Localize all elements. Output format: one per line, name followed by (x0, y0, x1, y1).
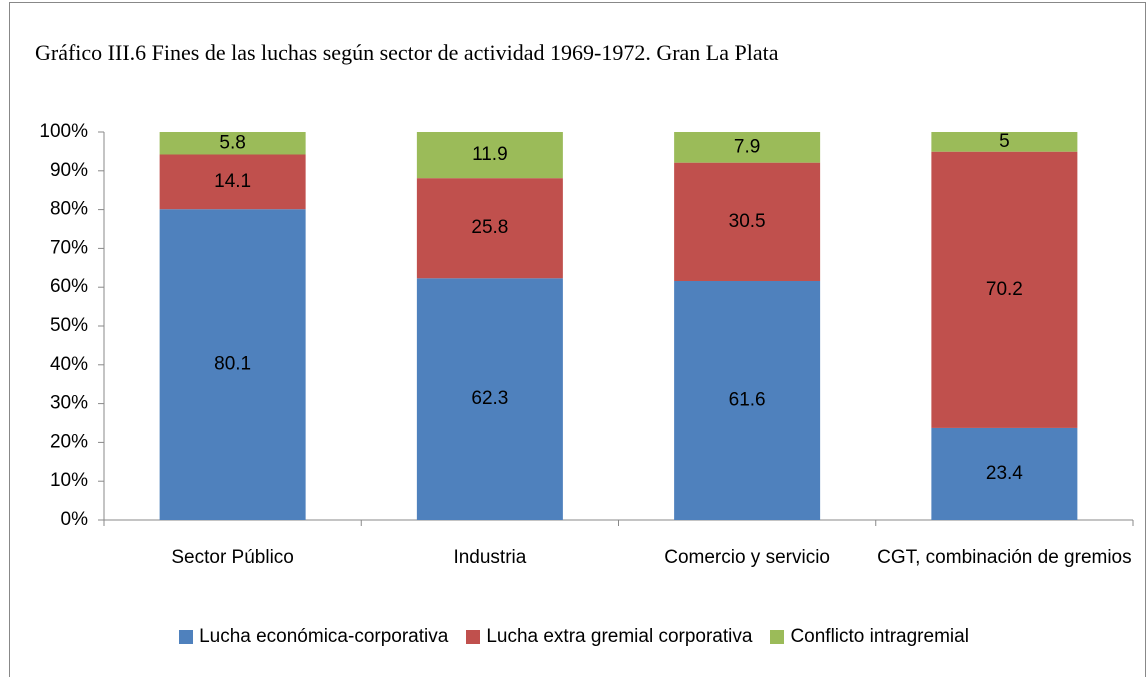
legend-label: Lucha económica-corporativa (199, 626, 449, 647)
data-label: 7.9 (734, 136, 760, 157)
chart-title: Gráfico III.6 Fines de las luchas según … (35, 40, 779, 65)
bar-segment (159, 132, 306, 155)
bar-segment (159, 154, 306, 210)
y-tick-label: 60% (50, 276, 88, 297)
chart-frame (9, 2, 1146, 677)
bar-segment (931, 132, 1078, 152)
x-tick-label: Sector Público (171, 547, 294, 568)
bar-segment (159, 209, 306, 520)
bar-segment (931, 151, 1078, 428)
data-label: 30.5 (729, 211, 766, 232)
legend-item: Lucha económica-corporativa (179, 626, 448, 648)
data-label: 11.9 (472, 144, 508, 165)
bar-segment (416, 132, 563, 179)
y-tick-label: 40% (50, 354, 88, 375)
y-tick-label: 70% (50, 237, 88, 258)
bar-segment (931, 427, 1078, 520)
x-tick-label: Industria (453, 547, 527, 568)
legend-label: Conflicto intragremial (790, 626, 969, 647)
bar-segment (674, 162, 821, 281)
y-tick-label: 50% (50, 315, 88, 336)
y-tick-label: 20% (50, 431, 88, 452)
x-tick-label: CGT, combinación de gremios (877, 547, 1132, 568)
legend-item: Lucha extra gremial corporativa (466, 626, 752, 648)
legend-swatch (179, 630, 194, 644)
bar-segment (674, 132, 821, 163)
bar-segment (416, 278, 563, 520)
data-label: 70.2 (986, 279, 1023, 300)
legend-swatch (466, 630, 481, 644)
data-label: 25.8 (471, 217, 508, 238)
data-label: 23.4 (986, 463, 1023, 484)
data-label: 62.3 (471, 388, 508, 409)
x-tick-label: Comercio y servicio (664, 547, 830, 568)
legend: Lucha económica-corporativa Lucha extra g… (0, 626, 1148, 648)
legend-label: Lucha extra gremial corporativa (486, 626, 753, 647)
data-label: 61.6 (729, 390, 766, 411)
data-label: 5.8 (219, 132, 245, 153)
y-tick-label: 90% (50, 160, 88, 181)
data-label: 80.1 (214, 354, 251, 375)
bar-segment (674, 280, 821, 520)
bar-segment (416, 178, 563, 279)
y-tick-label: 30% (50, 393, 88, 414)
y-tick-label: 100% (39, 121, 88, 142)
legend-swatch (770, 630, 785, 644)
y-tick-label: 10% (50, 470, 88, 491)
y-tick-label: 80% (50, 199, 88, 220)
legend-item: Conflicto intragremial (770, 626, 969, 648)
data-label: 14.1 (214, 171, 251, 192)
data-label: 5 (999, 131, 1010, 152)
y-tick-label: 0% (61, 509, 89, 530)
